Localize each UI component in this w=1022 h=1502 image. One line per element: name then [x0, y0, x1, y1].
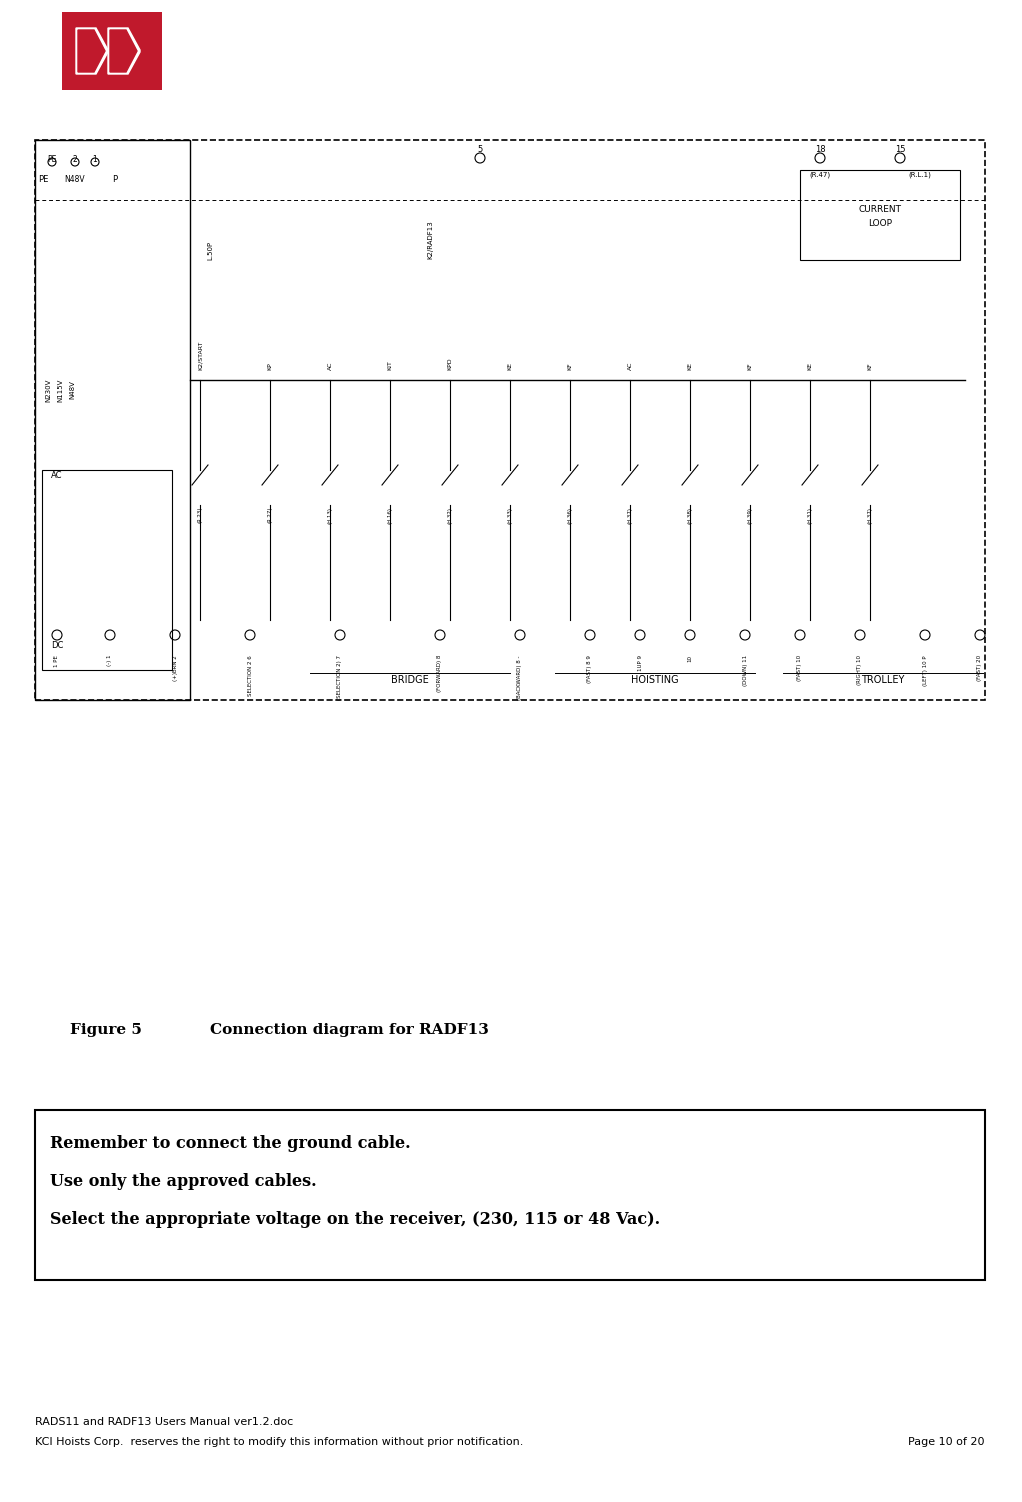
Text: (FORWARD) 8: (FORWARD) 8: [437, 655, 443, 692]
Text: 1UP 9: 1UP 9: [638, 655, 643, 671]
Text: (FAST) 8 9: (FAST) 8 9: [588, 655, 593, 683]
Text: L.50P: L.50P: [207, 240, 213, 260]
Text: Connection diagram for RADF13: Connection diagram for RADF13: [210, 1023, 489, 1036]
Text: 1 PE: 1 PE: [54, 655, 59, 667]
Text: (LEFT) 10 P: (LEFT) 10 P: [923, 655, 928, 685]
Text: PE: PE: [47, 155, 56, 164]
Text: (DOWN) 11: (DOWN) 11: [743, 655, 747, 686]
Text: (H.32): (H.32): [448, 506, 453, 524]
Text: RADS11 and RADF13 Users Manual ver1.2.doc: RADS11 and RADF13 Users Manual ver1.2.do…: [35, 1416, 293, 1427]
Text: (H.39): (H.39): [747, 506, 752, 524]
Bar: [42, 470, 172, 670]
Text: AC: AC: [51, 472, 62, 481]
Text: Page 10 of 20: Page 10 of 20: [909, 1437, 985, 1446]
Text: Use only the approved cables.: Use only the approved cables.: [50, 1173, 317, 1190]
Text: Remember to connect the ground cable.: Remember to connect the ground cable.: [50, 1136, 411, 1152]
Text: (H.36): (H.36): [567, 506, 572, 524]
Text: (H.38): (H.38): [688, 506, 693, 524]
Text: K2/RADF13: K2/RADF13: [427, 221, 433, 260]
Text: (H.37): (H.37): [628, 506, 633, 524]
Text: KCI Hoists Corp.  reserves the right to modify this information without prior no: KCI Hoists Corp. reserves the right to m…: [35, 1437, 523, 1446]
Text: AC: AC: [628, 362, 633, 369]
Bar: [62, 12, 162, 90]
Bar: [35, 140, 190, 700]
Text: (FAST) 20: (FAST) 20: [977, 655, 982, 680]
Text: KE: KE: [688, 362, 693, 369]
Text: (R.L.1): (R.L.1): [909, 171, 931, 179]
Text: N230V: N230V: [45, 379, 51, 401]
Text: CURRENT: CURRENT: [858, 206, 901, 215]
Bar: [800, 170, 960, 260]
Text: N48V: N48V: [69, 380, 75, 400]
Text: SELECTION 2 6: SELECTION 2 6: [247, 655, 252, 695]
Text: K2/START: K2/START: [197, 341, 202, 369]
Text: 2: 2: [73, 155, 78, 164]
Text: 1: 1: [93, 155, 97, 164]
Text: KF: KF: [567, 362, 572, 369]
Text: AC: AC: [327, 362, 332, 369]
Text: 10: 10: [688, 655, 693, 662]
Text: N115V: N115V: [57, 379, 63, 401]
Text: TROLLEY: TROLLEY: [861, 674, 904, 685]
Bar: [35, 140, 985, 700]
Text: DC: DC: [51, 641, 63, 650]
Text: (-) 1: (-) 1: [107, 655, 112, 667]
Text: (H.33): (H.33): [508, 506, 512, 524]
Text: KF: KF: [747, 362, 752, 369]
Text: KPD: KPD: [448, 357, 453, 369]
Polygon shape: [78, 30, 105, 72]
Text: (H.16): (H.16): [387, 506, 392, 524]
Text: P: P: [112, 176, 118, 185]
Text: KP: KP: [268, 362, 273, 369]
Text: Select the appropriate voltage on the receiver, (230, 115 or 48 Vac).: Select the appropriate voltage on the re…: [50, 1211, 660, 1229]
Text: PE: PE: [38, 176, 48, 185]
Text: (H.37): (H.37): [868, 506, 873, 524]
Text: (FAST) 10: (FAST) 10: [797, 655, 802, 680]
Polygon shape: [76, 29, 108, 74]
Text: (R.47): (R.47): [809, 171, 831, 179]
Text: 18: 18: [815, 146, 826, 155]
Text: (R.23): (R.23): [197, 506, 202, 523]
Text: (SELECTION 2) 7: (SELECTION 2) 7: [337, 655, 342, 700]
Text: LOOP: LOOP: [868, 218, 892, 227]
Text: (H.31): (H.31): [807, 506, 812, 524]
Text: KE: KE: [807, 362, 812, 369]
Polygon shape: [110, 30, 137, 72]
Text: N48V: N48V: [64, 176, 85, 185]
Text: KIT: KIT: [387, 360, 392, 369]
Text: BRIDGE: BRIDGE: [391, 674, 429, 685]
Text: (BACKWARD) 8 -: (BACKWARD) 8 -: [517, 655, 522, 700]
Text: KE: KE: [508, 362, 512, 369]
Text: Figure 5: Figure 5: [69, 1023, 142, 1036]
Text: 15: 15: [894, 146, 905, 155]
Text: HOISTING: HOISTING: [632, 674, 679, 685]
Text: (R.27): (R.27): [268, 506, 273, 523]
Polygon shape: [108, 29, 140, 74]
Bar: [35, 1110, 985, 1280]
Text: (+)BRN 2: (+)BRN 2: [173, 655, 178, 680]
Text: KF: KF: [868, 362, 873, 369]
Text: (RIGHT) 10: (RIGHT) 10: [857, 655, 863, 685]
Text: 5: 5: [477, 146, 482, 155]
Text: (H.13): (H.13): [327, 506, 332, 524]
